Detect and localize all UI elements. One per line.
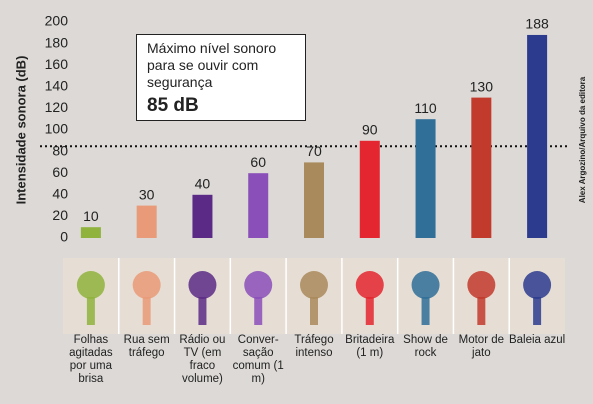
bar (136, 205, 157, 238)
value-label: 90 (362, 122, 378, 138)
x-tick-label: Rua sem tráfego (123, 334, 170, 359)
icon (365, 297, 374, 325)
icon (421, 297, 430, 325)
value-label: 60 (250, 154, 266, 170)
y-tick-label: 100 (45, 121, 69, 137)
icon (467, 271, 496, 299)
y-tick-label: 40 (52, 186, 68, 202)
bar (359, 140, 380, 238)
icon (310, 297, 318, 325)
credit: Alex Argozino/Arquivo da editora (578, 76, 587, 203)
y-tick-label: 60 (52, 164, 68, 180)
value-label: 30 (139, 186, 155, 202)
y-tick-label: 180 (45, 34, 69, 50)
annotation-value: 85 dB (147, 95, 199, 116)
x-tick-label: Show de rock (403, 334, 448, 359)
x-tick-label: Britadeira (1 m) (345, 334, 395, 359)
y-tick-label: 200 (45, 13, 69, 29)
bar (304, 162, 324, 238)
icon (254, 297, 263, 325)
x-tick-label: Rádio ou TV (em fraco volume) (179, 334, 226, 385)
bar (527, 34, 548, 239)
y-tick-label: 160 (45, 56, 69, 72)
value-label: 130 (470, 78, 494, 94)
bar (415, 119, 436, 238)
icon (188, 271, 217, 299)
icon (355, 271, 384, 299)
value-label: 70 (306, 143, 322, 159)
annotation: Máximo nível sonoro para se ouvir com se… (136, 34, 306, 121)
x-tick-label: Tráfego intenso (294, 334, 334, 359)
y-tick-label: 20 (52, 207, 68, 223)
icon (198, 297, 207, 325)
icon (411, 271, 440, 299)
icon (132, 271, 161, 299)
x-tick-label: Folhas agitadas por uma brisa (69, 334, 113, 385)
bar (471, 97, 492, 238)
y-axis-label: Intensidade sonora (dB) (13, 56, 28, 205)
icon (244, 271, 273, 299)
value-label: 40 (195, 176, 211, 192)
icon (533, 297, 542, 325)
value-label: 188 (525, 16, 549, 32)
y-tick-label: 80 (52, 142, 68, 158)
x-tick-label: Motor de jato (458, 334, 505, 359)
y-tick-label: 120 (45, 99, 69, 115)
y-tick-label: 0 (60, 229, 68, 245)
value-label: 10 (83, 208, 99, 224)
icon (523, 271, 552, 299)
value-label: 110 (414, 100, 437, 116)
bar (248, 173, 269, 238)
icon (477, 297, 486, 325)
bar (80, 227, 101, 238)
y-tick-label: 140 (45, 78, 69, 94)
icon (86, 297, 95, 325)
icon (142, 297, 151, 325)
x-tick-label: Conver- sação comum (1 m) (232, 334, 284, 385)
icon (76, 271, 105, 299)
icon (300, 271, 328, 299)
annotation-text: Máximo nível sonoro para se ouvir com se… (147, 40, 277, 90)
x-tick-label: Baleia azul (508, 334, 566, 346)
bar (192, 194, 213, 238)
